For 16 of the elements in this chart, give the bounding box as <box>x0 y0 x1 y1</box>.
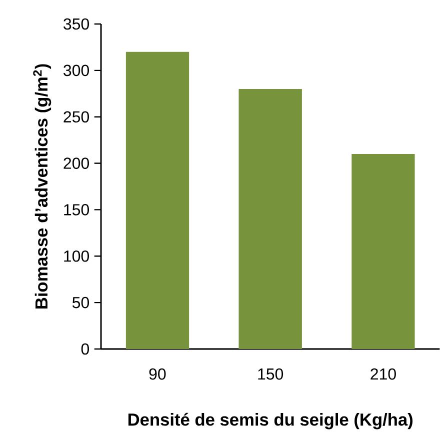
y-tick-label: 250 <box>64 111 90 123</box>
bar <box>126 52 190 349</box>
y-tick-label: 300 <box>64 64 90 76</box>
y-tick-label: 350 <box>64 18 90 30</box>
y-axis-title: Biomasse d’adventices (g/m$^{2}$) <box>33 64 52 309</box>
y-tick-label: 150 <box>64 204 90 216</box>
y-tick-label: 100 <box>64 250 90 262</box>
bar <box>352 154 415 349</box>
x-tick-label: 90 <box>149 368 166 380</box>
x-axis-title: Densité de semis du seigle (Kg/ha) <box>128 412 413 430</box>
y-tick-label: 50 <box>72 296 90 308</box>
y-tick-label: 0 <box>81 343 90 355</box>
bar <box>238 88 302 349</box>
y-tick-label: 200 <box>64 158 90 169</box>
x-tick-label: 210 <box>370 368 396 380</box>
x-tick-label: 150 <box>258 368 284 380</box>
